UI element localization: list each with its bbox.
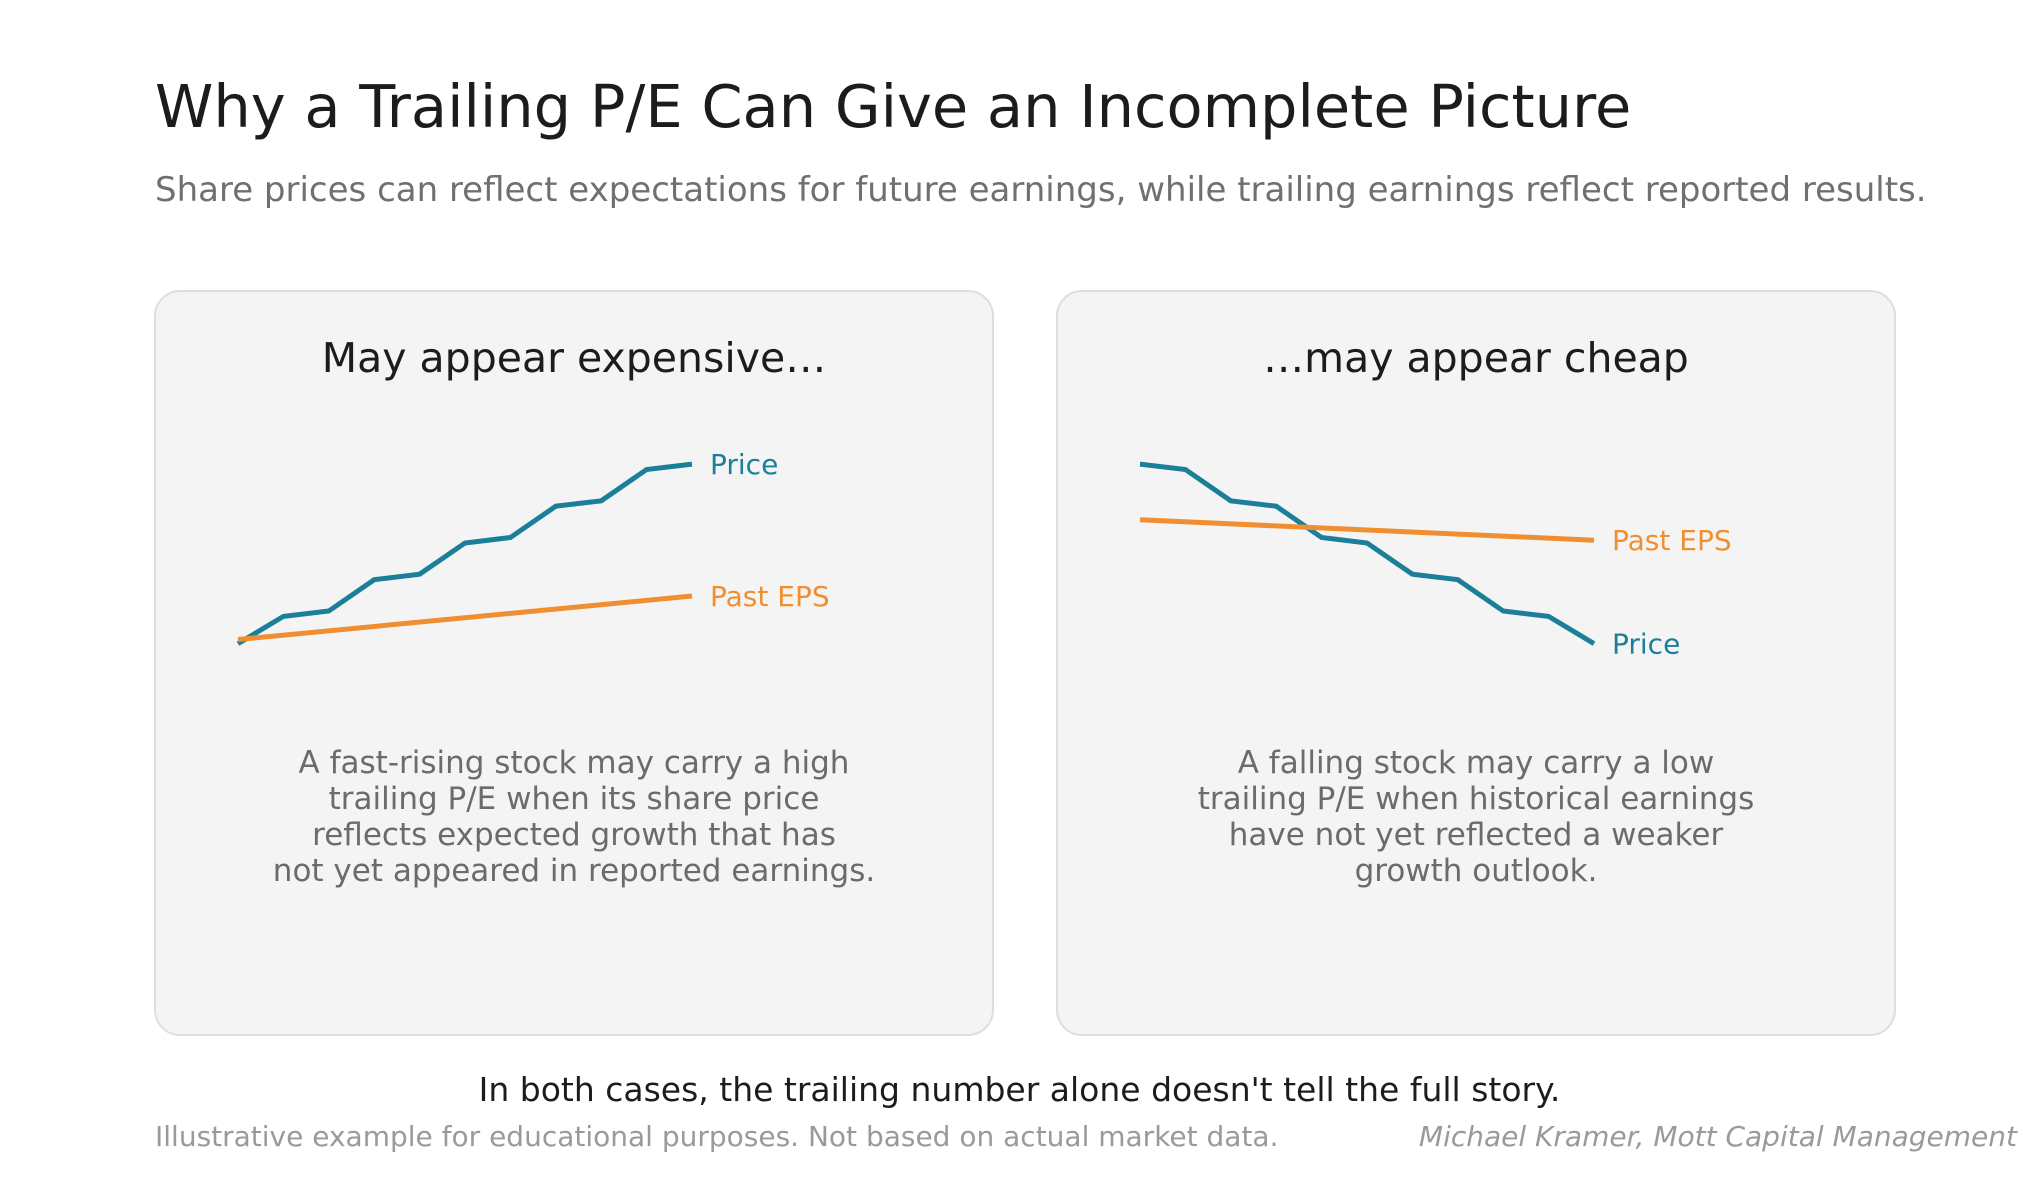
description-line: A fast-rising stock may carry a high bbox=[298, 745, 850, 781]
chart-expensive: Price Past EPS bbox=[236, 448, 830, 646]
series-line-past-eps bbox=[1139, 517, 1595, 543]
series-line-price bbox=[236, 461, 693, 646]
disclaimer-text: Illustrative example for educational pur… bbox=[155, 1120, 1279, 1153]
chart-cheap: Price Past EPS bbox=[1139, 461, 1732, 661]
description-line: trailing P/E when historical earnings bbox=[1197, 781, 1755, 817]
conclusion-text: In both cases, the trailing number alone… bbox=[478, 1070, 1561, 1109]
series-label: Past EPS bbox=[1612, 524, 1732, 557]
author-credit: Michael Kramer, Mott Capital Management bbox=[1418, 1120, 2017, 1153]
description-line: not yet appeared in reported earnings. bbox=[272, 853, 876, 889]
panel-description: A fast-rising stock may carry a high tra… bbox=[226, 745, 922, 889]
series-label: Past EPS bbox=[710, 580, 830, 613]
page-title: Why a Trailing P/E Can Give an Incomplet… bbox=[155, 72, 1632, 141]
panel-title: …may appear cheap bbox=[1263, 334, 1689, 382]
description-line: A falling stock may carry a low bbox=[1237, 745, 1715, 781]
description-line: reflects expected growth that has bbox=[312, 817, 836, 853]
description-line: growth outlook. bbox=[1354, 853, 1598, 889]
series-label: Price bbox=[710, 448, 778, 481]
series-line-price bbox=[1139, 461, 1596, 646]
description-line: trailing P/E when its share price bbox=[328, 781, 820, 817]
panel-title: May appear expensive… bbox=[321, 334, 827, 382]
series-label: Price bbox=[1612, 628, 1680, 661]
description-line: have not yet reflected a weaker bbox=[1228, 817, 1724, 853]
panel-description: A falling stock may carry a low trailing… bbox=[1128, 745, 1824, 889]
page-subtitle: Share prices can reflect expectations fo… bbox=[155, 170, 1927, 210]
panel-cheap: …may appear cheap Price Past EPS A fallin… bbox=[1056, 290, 1896, 1036]
panel-expensive: May appear expensive… Price Past EPS A fa… bbox=[154, 290, 994, 1036]
series-line-past-eps bbox=[237, 593, 693, 642]
